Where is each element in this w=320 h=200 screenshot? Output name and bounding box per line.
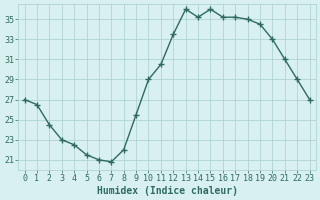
X-axis label: Humidex (Indice chaleur): Humidex (Indice chaleur): [97, 186, 237, 196]
